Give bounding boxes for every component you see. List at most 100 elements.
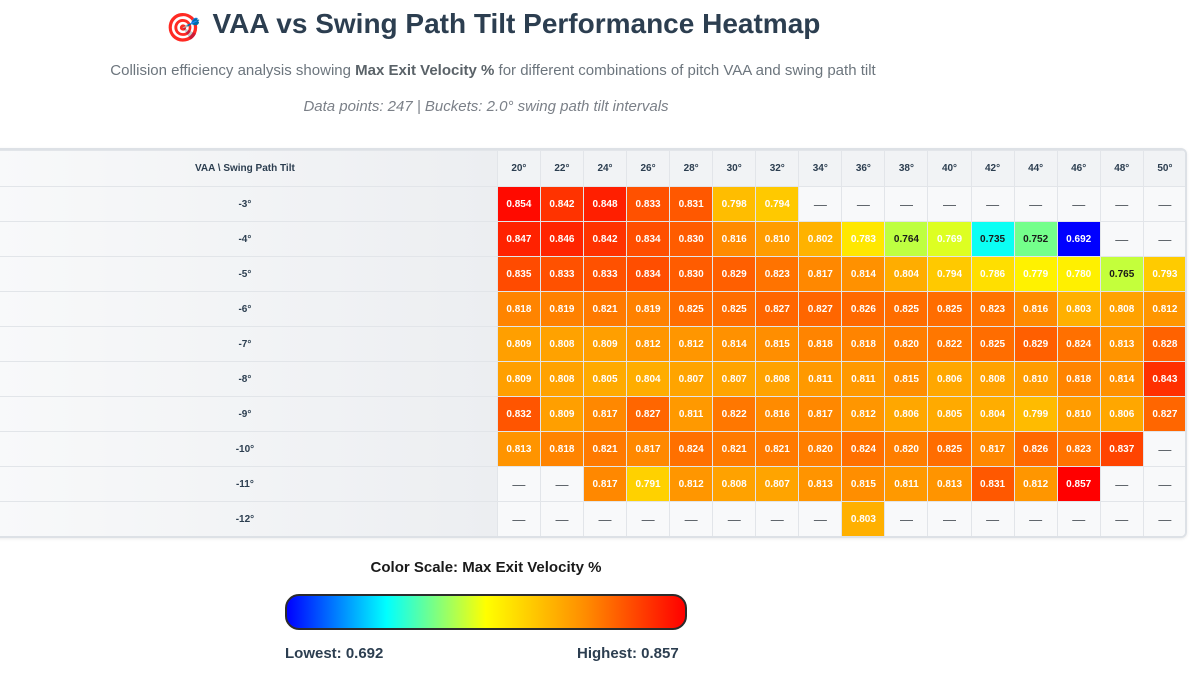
heatmap-cell[interactable]: 0.799 bbox=[1013, 396, 1058, 432]
heatmap-cell[interactable]: 0.816 bbox=[712, 221, 757, 257]
heatmap-cell[interactable]: 0.812 bbox=[669, 326, 714, 362]
heatmap-cell[interactable]: 0.821 bbox=[712, 431, 757, 467]
heatmap-cell[interactable]: 0.805 bbox=[927, 396, 972, 432]
heatmap-cell[interactable]: 0.765 bbox=[1099, 256, 1144, 292]
heatmap-cell[interactable]: 0.817 bbox=[798, 256, 843, 292]
heatmap-cell[interactable]: 0.780 bbox=[1056, 256, 1101, 292]
heatmap-cell[interactable]: 0.835 bbox=[496, 256, 541, 292]
heatmap-cell[interactable]: 0.815 bbox=[755, 326, 800, 362]
heatmap-cell[interactable]: 0.843 bbox=[1142, 361, 1185, 397]
heatmap-cell[interactable]: 0.833 bbox=[539, 256, 584, 292]
heatmap-cell[interactable]: 0.817 bbox=[582, 466, 628, 502]
heatmap-cell[interactable]: 0.812 bbox=[1013, 466, 1058, 502]
heatmap-cell[interactable]: 0.808 bbox=[539, 361, 584, 397]
heatmap-cell-empty[interactable]: — bbox=[884, 186, 929, 222]
heatmap-cell[interactable]: 0.808 bbox=[539, 326, 584, 362]
heatmap-cell[interactable]: 0.809 bbox=[582, 326, 628, 362]
heatmap-cell[interactable]: 0.814 bbox=[712, 326, 757, 362]
heatmap-cell[interactable]: 0.816 bbox=[755, 396, 800, 432]
heatmap-cell[interactable]: 0.820 bbox=[884, 326, 929, 362]
heatmap-cell[interactable]: 0.818 bbox=[841, 326, 886, 362]
heatmap-cell[interactable]: 0.692 bbox=[1056, 221, 1101, 257]
heatmap-cell[interactable]: 0.825 bbox=[927, 291, 972, 327]
heatmap-cell[interactable]: 0.798 bbox=[712, 186, 757, 222]
heatmap-cell[interactable]: 0.817 bbox=[970, 431, 1015, 467]
heatmap-cell[interactable]: 0.824 bbox=[841, 431, 886, 467]
heatmap-cell[interactable]: 0.811 bbox=[798, 361, 843, 397]
heatmap-cell[interactable]: 0.821 bbox=[582, 431, 628, 467]
heatmap-cell[interactable]: 0.783 bbox=[841, 221, 886, 257]
heatmap-cell[interactable]: 0.769 bbox=[927, 221, 972, 257]
heatmap-cell[interactable]: 0.826 bbox=[841, 291, 886, 327]
heatmap-cell[interactable]: 0.813 bbox=[1099, 326, 1144, 362]
heatmap-cell[interactable]: 0.822 bbox=[712, 396, 757, 432]
heatmap-cell[interactable]: 0.764 bbox=[884, 221, 929, 257]
heatmap-cell[interactable]: 0.794 bbox=[927, 256, 972, 292]
heatmap-cell[interactable]: 0.842 bbox=[539, 186, 584, 222]
heatmap-cell-empty[interactable]: — bbox=[884, 501, 929, 536]
heatmap-cell[interactable]: 0.827 bbox=[1142, 396, 1185, 432]
heatmap-cell[interactable]: 0.831 bbox=[669, 186, 714, 222]
heatmap-cell[interactable]: 0.811 bbox=[669, 396, 714, 432]
heatmap-cell[interactable]: 0.848 bbox=[582, 186, 628, 222]
heatmap-cell[interactable]: 0.811 bbox=[884, 466, 929, 502]
heatmap-cell[interactable]: 0.823 bbox=[755, 256, 800, 292]
heatmap-cell[interactable]: 0.826 bbox=[1013, 431, 1058, 467]
heatmap-cell-empty[interactable]: — bbox=[1142, 466, 1185, 502]
heatmap-cell[interactable]: 0.806 bbox=[884, 396, 929, 432]
heatmap-cell[interactable]: 0.824 bbox=[669, 431, 714, 467]
heatmap-cell[interactable]: 0.818 bbox=[496, 291, 541, 327]
heatmap-cell[interactable]: 0.824 bbox=[1056, 326, 1101, 362]
heatmap-cell[interactable]: 0.816 bbox=[1013, 291, 1058, 327]
heatmap-cell[interactable]: 0.818 bbox=[539, 431, 584, 467]
heatmap-cell[interactable]: 0.812 bbox=[1142, 291, 1185, 327]
heatmap-cell-empty[interactable]: — bbox=[755, 501, 800, 536]
heatmap-cell[interactable]: 0.805 bbox=[582, 361, 628, 397]
heatmap-cell[interactable]: 0.820 bbox=[798, 431, 843, 467]
heatmap-cell[interactable]: 0.803 bbox=[841, 501, 886, 536]
heatmap-cell[interactable]: 0.810 bbox=[1013, 361, 1058, 397]
heatmap-cell[interactable]: 0.831 bbox=[970, 466, 1015, 502]
heatmap-cell[interactable]: 0.829 bbox=[712, 256, 757, 292]
heatmap-cell[interactable]: 0.837 bbox=[1099, 431, 1144, 467]
heatmap-cell[interactable]: 0.817 bbox=[626, 431, 671, 467]
heatmap-cell-empty[interactable]: — bbox=[1013, 501, 1058, 536]
heatmap-cell[interactable]: 0.823 bbox=[970, 291, 1015, 327]
heatmap-cell-empty[interactable]: — bbox=[712, 501, 757, 536]
heatmap-cell[interactable]: 0.825 bbox=[927, 431, 972, 467]
heatmap-cell-empty[interactable]: — bbox=[1099, 501, 1144, 536]
heatmap-cell[interactable]: 0.812 bbox=[841, 396, 886, 432]
heatmap-cell[interactable]: 0.804 bbox=[970, 396, 1015, 432]
heatmap-cell[interactable]: 0.821 bbox=[582, 291, 628, 327]
heatmap-cell[interactable]: 0.854 bbox=[496, 186, 541, 222]
heatmap-cell-empty[interactable]: — bbox=[1099, 466, 1144, 502]
heatmap-cell-empty[interactable]: — bbox=[1099, 186, 1144, 222]
heatmap-cell-empty[interactable]: — bbox=[1142, 501, 1185, 536]
heatmap-cell[interactable]: 0.809 bbox=[496, 361, 541, 397]
heatmap-cell[interactable]: 0.820 bbox=[884, 431, 929, 467]
heatmap-cell[interactable]: 0.807 bbox=[755, 466, 800, 502]
heatmap-cell[interactable]: 0.804 bbox=[626, 361, 671, 397]
heatmap-cell[interactable]: 0.846 bbox=[539, 221, 584, 257]
heatmap-cell[interactable]: 0.827 bbox=[755, 291, 800, 327]
heatmap-cell[interactable]: 0.827 bbox=[626, 396, 671, 432]
heatmap-cell[interactable]: 0.833 bbox=[626, 186, 671, 222]
heatmap-cell[interactable]: 0.808 bbox=[970, 361, 1015, 397]
heatmap-cell[interactable]: 0.791 bbox=[626, 466, 671, 502]
heatmap-cell[interactable]: 0.821 bbox=[755, 431, 800, 467]
heatmap-cell[interactable]: 0.810 bbox=[1056, 396, 1101, 432]
heatmap-cell-empty[interactable]: — bbox=[798, 186, 843, 222]
heatmap-cell[interactable]: 0.752 bbox=[1013, 221, 1058, 257]
heatmap-cell[interactable]: 0.809 bbox=[496, 326, 541, 362]
heatmap-cell-empty[interactable]: — bbox=[1142, 186, 1185, 222]
heatmap-cell[interactable]: 0.825 bbox=[970, 326, 1015, 362]
heatmap-cell[interactable]: 0.823 bbox=[1056, 431, 1101, 467]
heatmap-cell[interactable]: 0.818 bbox=[798, 326, 843, 362]
heatmap-cell[interactable]: 0.806 bbox=[927, 361, 972, 397]
heatmap-cell[interactable]: 0.807 bbox=[669, 361, 714, 397]
heatmap-cell-empty[interactable]: — bbox=[798, 501, 843, 536]
heatmap-cell[interactable]: 0.833 bbox=[582, 256, 628, 292]
heatmap-cell[interactable]: 0.793 bbox=[1142, 256, 1185, 292]
heatmap-cell[interactable]: 0.857 bbox=[1056, 466, 1101, 502]
heatmap-cell[interactable]: 0.818 bbox=[1056, 361, 1101, 397]
